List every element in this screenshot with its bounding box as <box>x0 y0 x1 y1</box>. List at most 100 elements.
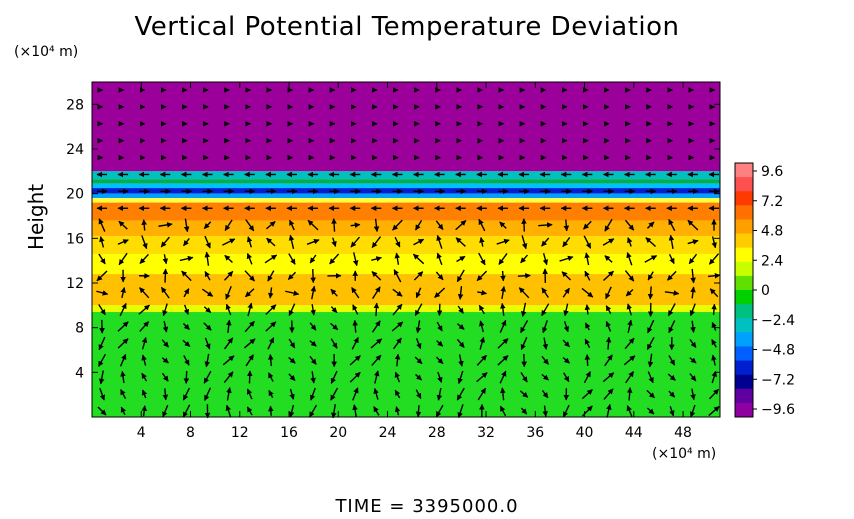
vector-arrow <box>520 372 528 383</box>
vector-arrow <box>711 354 717 366</box>
vector-arrow <box>141 389 148 399</box>
vector-arrow <box>709 288 719 298</box>
vector-arrow <box>541 355 549 365</box>
colorbar-swatch <box>735 290 753 305</box>
colorbar: 9.6 7.2 4.8 2.4 0 −2.4 −4.8 −7.2 −9.6 <box>734 162 795 418</box>
y-tick-label: 8 <box>75 321 84 337</box>
vector-arrow <box>519 390 529 398</box>
vector-arrow <box>183 218 190 233</box>
colorbar-label: −7.2 <box>761 372 795 388</box>
plot-frame <box>91 81 721 418</box>
vector-arrow <box>247 302 253 317</box>
time-value: 3395000.0 <box>412 496 519 517</box>
vector-arrow <box>99 387 106 401</box>
vector-arrow <box>708 388 720 400</box>
vector-arrow <box>455 237 466 247</box>
colorbar-swatch <box>735 360 753 376</box>
x-tick-label: 24 <box>379 425 397 441</box>
vector-arrow <box>139 287 150 299</box>
vector-arrow <box>162 254 169 265</box>
vector-arrow <box>456 338 465 348</box>
colorbar-swatch <box>735 233 753 249</box>
x-tick-label: 44 <box>625 425 643 441</box>
heatmap-band-11 <box>92 274 720 306</box>
vector-arrow <box>97 353 107 367</box>
vector-arrow <box>161 357 169 364</box>
vector-arrow <box>391 321 404 332</box>
vector-arrow <box>456 323 465 330</box>
vector-arrow <box>708 272 721 279</box>
vector-arrow <box>162 303 168 317</box>
vector-arrow <box>435 404 444 418</box>
vector-arrow <box>688 253 698 265</box>
x-tick-label: 36 <box>526 425 544 441</box>
time-label: TIME <box>335 496 383 517</box>
vector-arrow <box>120 287 126 299</box>
vector-arrow <box>162 404 169 418</box>
vector-arrow <box>268 287 274 299</box>
vector-arrow <box>581 287 594 298</box>
vector-arrow <box>668 218 676 232</box>
vector-arrow <box>330 306 338 314</box>
vector-arrow <box>500 387 506 401</box>
vector-arrow <box>98 336 106 351</box>
vector-arrow <box>647 319 655 334</box>
heatmap-band-12 <box>92 305 720 313</box>
vector-arrow <box>246 370 253 384</box>
vector-arrow <box>562 404 570 418</box>
vector-arrow <box>711 303 717 315</box>
vector-arrow <box>623 355 636 366</box>
vector-arrow <box>647 286 654 300</box>
vector-arrow <box>561 271 572 281</box>
vector-arrow <box>476 270 488 282</box>
vector-arrow <box>499 370 507 384</box>
vector-arrow <box>225 303 232 316</box>
colorbar-label: 7.2 <box>761 194 783 210</box>
colorbar-swatch <box>735 261 753 277</box>
vector-arrow <box>394 406 401 416</box>
vector-arrow <box>584 322 591 331</box>
vector-arrow <box>96 270 108 282</box>
vector-arrow <box>689 338 697 348</box>
vector-arrow <box>244 320 255 333</box>
vector-arrow <box>584 338 591 349</box>
y-tick-label: 20 <box>66 187 84 203</box>
heatmap-band-13 <box>92 312 720 417</box>
x-tick-label: 8 <box>186 425 195 441</box>
vector-arrow <box>204 337 211 350</box>
vector-arrow <box>646 389 655 399</box>
vector-arrow <box>394 353 401 367</box>
vector-arrow <box>392 219 403 231</box>
vector-arrow <box>541 303 550 317</box>
vector-arrow <box>456 387 465 401</box>
vector-arrow <box>689 373 697 382</box>
vector-arrow <box>352 304 359 315</box>
heatmap-band-4 <box>92 188 720 194</box>
vector-arrow <box>246 236 253 248</box>
vector-arrow <box>203 322 212 331</box>
heatmap-band-2 <box>92 179 720 184</box>
vector-arrow <box>520 302 527 317</box>
vector-arrow <box>224 219 233 231</box>
vector-arrow <box>162 268 169 283</box>
vector-arrow <box>711 339 717 348</box>
vector-arrow <box>456 255 466 263</box>
vector-arrow <box>647 353 654 368</box>
vector-arrow <box>225 285 232 300</box>
colorbar-swatch <box>735 205 753 220</box>
x-tick-label: 16 <box>280 425 298 441</box>
y-axis-unit: (×10⁴ m) <box>14 44 79 60</box>
vector-arrow <box>415 287 422 299</box>
vector-arrow <box>141 219 147 231</box>
vector-arrow <box>246 388 253 400</box>
vector-arrow <box>120 406 126 416</box>
vector-arrow <box>97 406 107 416</box>
vector-arrow <box>457 404 464 419</box>
y-tick-label: 12 <box>66 276 84 292</box>
vector-arrow <box>309 387 316 401</box>
vector-arrow <box>371 236 382 248</box>
vector-arrow <box>182 387 191 401</box>
vector-arrow <box>141 405 148 417</box>
heatmap-band-7 <box>92 202 720 221</box>
vector-arrow <box>120 370 126 384</box>
